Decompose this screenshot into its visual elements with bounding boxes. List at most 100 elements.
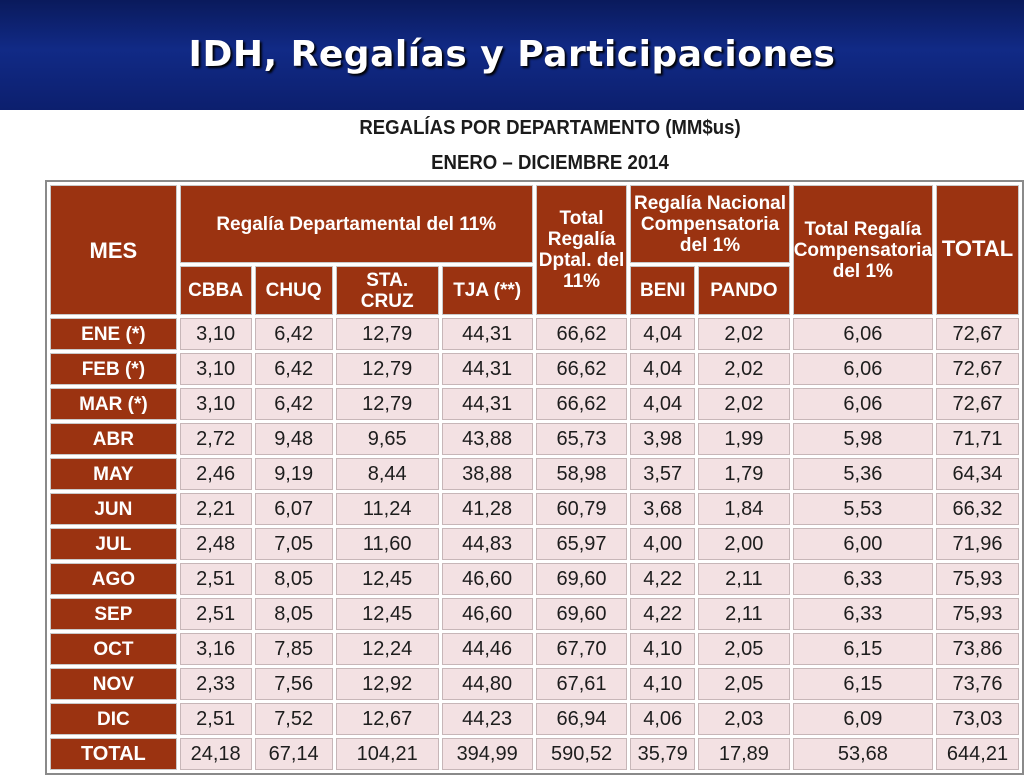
cell-tja: 44,23 — [442, 703, 533, 735]
cell-total-dptal: 66,62 — [536, 388, 628, 420]
cell-pando: 1,84 — [698, 493, 790, 525]
cell-total-dptal: 66,62 — [536, 353, 628, 385]
cell-total-compensatoria: 5,36 — [793, 458, 933, 490]
cell-pando: 2,11 — [698, 563, 790, 595]
cell-chuq: 7,56 — [255, 668, 333, 700]
cell-cbba: 2,21 — [180, 493, 252, 525]
cell-chuq: 9,19 — [255, 458, 333, 490]
cell-total: 72,67 — [936, 388, 1019, 420]
cell-total-dptal: 58,98 — [536, 458, 628, 490]
cell-beni: 4,04 — [630, 353, 695, 385]
cell-tja: 44,31 — [442, 353, 533, 385]
cell-stacruz: 11,24 — [336, 493, 439, 525]
cell-total-compensatoria: 6,06 — [793, 353, 933, 385]
cell-total: 71,96 — [936, 528, 1019, 560]
cell-pando: 2,11 — [698, 598, 790, 630]
month-label: OCT — [50, 633, 177, 665]
cell-total-dptal: 60,79 — [536, 493, 628, 525]
cell-total: 66,32 — [936, 493, 1019, 525]
cell-total: 73,76 — [936, 668, 1019, 700]
cell-cbba: 2,72 — [180, 423, 252, 455]
cell-stacruz: 12,79 — [336, 318, 439, 350]
header-beni: BENI — [630, 266, 695, 315]
cell-stacruz: 12,67 — [336, 703, 439, 735]
cell-pando: 2,05 — [698, 633, 790, 665]
cell-total: 644,21 — [936, 738, 1019, 770]
cell-tja: 44,80 — [442, 668, 533, 700]
cell-total-dptal: 65,73 — [536, 423, 628, 455]
header-mes: MES — [50, 185, 177, 315]
cell-stacruz: 11,60 — [336, 528, 439, 560]
cell-tja: 44,31 — [442, 388, 533, 420]
cell-chuq: 9,48 — [255, 423, 333, 455]
cell-stacruz: 12,45 — [336, 598, 439, 630]
cell-total-dptal: 67,70 — [536, 633, 628, 665]
cell-total-dptal: 66,94 — [536, 703, 628, 735]
table-period: ENERO – DICIEMBRE 2014 — [39, 152, 1024, 175]
cell-total: 71,71 — [936, 423, 1019, 455]
cell-chuq: 6,07 — [255, 493, 333, 525]
cell-pando: 2,02 — [698, 318, 790, 350]
cell-total-compensatoria: 53,68 — [793, 738, 933, 770]
cell-tja: 44,83 — [442, 528, 533, 560]
cell-total-dptal: 590,52 — [536, 738, 628, 770]
month-label: SEP — [50, 598, 177, 630]
cell-total-dptal: 67,61 — [536, 668, 628, 700]
cell-chuq: 7,85 — [255, 633, 333, 665]
cell-beni: 4,04 — [630, 318, 695, 350]
cell-beni: 4,00 — [630, 528, 695, 560]
cell-pando: 1,99 — [698, 423, 790, 455]
cell-total-dptal: 69,60 — [536, 598, 628, 630]
cell-total-dptal: 66,62 — [536, 318, 628, 350]
month-label: TOTAL — [50, 738, 177, 770]
cell-pando: 1,79 — [698, 458, 790, 490]
cell-stacruz: 12,92 — [336, 668, 439, 700]
cell-pando: 2,00 — [698, 528, 790, 560]
cell-chuq: 8,05 — [255, 563, 333, 595]
cell-total-compensatoria: 6,00 — [793, 528, 933, 560]
cell-stacruz: 12,79 — [336, 388, 439, 420]
cell-pando: 2,02 — [698, 388, 790, 420]
cell-beni: 4,10 — [630, 633, 695, 665]
title-bar: IDH, Regalías y Participaciones — [0, 0, 1024, 110]
month-label: JUN — [50, 493, 177, 525]
month-label: MAR (*) — [50, 388, 177, 420]
cell-total: 75,93 — [936, 598, 1019, 630]
cell-stacruz: 12,79 — [336, 353, 439, 385]
month-label: ABR — [50, 423, 177, 455]
cell-tja: 394,99 — [442, 738, 533, 770]
cell-total-dptal: 69,60 — [536, 563, 628, 595]
cell-cbba: 2,33 — [180, 668, 252, 700]
month-label: MAY — [50, 458, 177, 490]
cell-cbba: 3,10 — [180, 388, 252, 420]
month-label: DIC — [50, 703, 177, 735]
cell-chuq: 67,14 — [255, 738, 333, 770]
cell-beni: 3,57 — [630, 458, 695, 490]
cell-beni: 3,68 — [630, 493, 695, 525]
cell-total-compensatoria: 5,53 — [793, 493, 933, 525]
cell-total-compensatoria: 6,33 — [793, 598, 933, 630]
cell-tja: 43,88 — [442, 423, 533, 455]
header-regalia-departamental: Regalía Departamental del 11% — [180, 185, 533, 263]
cell-total-compensatoria: 6,06 — [793, 318, 933, 350]
cell-chuq: 7,05 — [255, 528, 333, 560]
cell-cbba: 24,18 — [180, 738, 252, 770]
header-stacruz: STA.CRUZ — [336, 266, 439, 315]
cell-beni: 4,22 — [630, 598, 695, 630]
month-label: FEB (*) — [50, 353, 177, 385]
cell-beni: 4,04 — [630, 388, 695, 420]
cell-total: 73,03 — [936, 703, 1019, 735]
cell-total-compensatoria: 6,33 — [793, 563, 933, 595]
cell-tja: 46,60 — [442, 598, 533, 630]
cell-cbba: 2,48 — [180, 528, 252, 560]
header-pando: PANDO — [698, 266, 790, 315]
